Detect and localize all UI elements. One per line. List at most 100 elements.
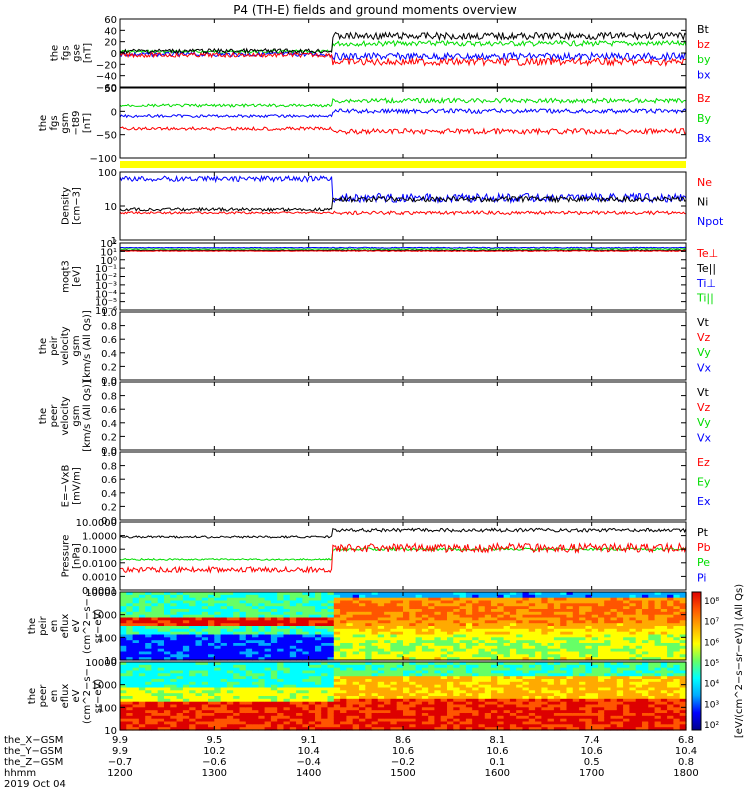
spectrogram-cell xyxy=(359,696,366,700)
spectrogram-cell xyxy=(245,606,253,610)
spectrogram-cell xyxy=(189,715,197,720)
spectrogram-cell xyxy=(440,617,448,621)
spectrogram-cell xyxy=(233,651,241,655)
spectrogram-cell xyxy=(579,614,586,619)
spectrogram-cell xyxy=(541,594,549,599)
spectrogram-cell xyxy=(145,594,153,599)
spectrogram-cell xyxy=(509,654,517,658)
spectrogram-cell xyxy=(459,645,467,650)
spectrogram-cell xyxy=(673,698,681,703)
spectrogram-cell xyxy=(509,670,517,674)
spectrogram-cell xyxy=(126,606,134,610)
spectrogram-cell xyxy=(516,657,524,661)
spectrogram-cell xyxy=(421,667,429,672)
spectrogram-cell xyxy=(283,707,291,711)
x-tick-label: 1500 xyxy=(390,768,415,779)
spectrogram-cell xyxy=(478,643,486,647)
spectrogram-cell xyxy=(220,673,228,677)
spectrogram-cell xyxy=(403,603,410,607)
spectrogram-cell xyxy=(340,724,347,728)
spectrogram-cell xyxy=(145,626,153,630)
spectrogram-cell xyxy=(642,634,649,638)
spectrogram-cell xyxy=(396,597,404,602)
spectrogram-cell xyxy=(591,643,599,647)
spectrogram-cell xyxy=(226,684,234,689)
spectrogram-cell xyxy=(453,727,461,731)
spectrogram-cell xyxy=(164,611,171,616)
spectrogram-cell xyxy=(535,681,542,686)
spectrogram-cell xyxy=(572,594,580,599)
spectrogram-cell xyxy=(528,701,536,706)
spectrogram-cell xyxy=(208,684,215,689)
spectrogram-cell xyxy=(195,704,203,708)
spectrogram-cell xyxy=(566,684,574,689)
spectrogram-cell xyxy=(252,676,259,680)
spectrogram-cell xyxy=(598,617,605,621)
spectrogram-cell xyxy=(396,637,404,641)
spectrogram-cell xyxy=(522,600,530,604)
spectrogram-cell xyxy=(321,667,329,672)
spectrogram-cell xyxy=(214,597,222,602)
spectrogram-cell xyxy=(390,597,398,602)
spectrogram-cell xyxy=(654,592,662,596)
spectrogram-cell xyxy=(289,617,297,621)
spectrogram-cell xyxy=(572,727,580,731)
spectrogram-cell xyxy=(409,609,417,613)
spectrogram-cell xyxy=(535,597,542,602)
spectrogram-cell xyxy=(679,623,687,627)
spectrogram-cell xyxy=(245,704,253,708)
spectrogram-cell xyxy=(434,614,442,619)
spectrogram-cell xyxy=(189,713,197,717)
spectrogram-cell xyxy=(585,657,593,661)
spectrogram-cell xyxy=(585,667,593,672)
spectrogram-cell xyxy=(667,617,674,621)
spectrogram-cell xyxy=(421,597,429,602)
spectrogram-cell xyxy=(660,592,668,596)
spectrogram-cell xyxy=(497,715,505,720)
spectrogram-cell xyxy=(396,696,404,700)
panel-frame-fgs_t89 xyxy=(119,87,687,159)
spectrogram-cell xyxy=(616,611,624,616)
spectrogram-cell xyxy=(245,597,253,602)
spectrogram-cell xyxy=(396,603,404,607)
legend-entry: Ey xyxy=(697,475,711,488)
spectrogram-cell xyxy=(459,696,467,700)
spectrogram-cell xyxy=(428,676,436,680)
spectrogram-cell xyxy=(390,662,398,666)
spectrogram-cell xyxy=(623,637,630,641)
spectrogram-cell xyxy=(497,673,505,677)
spectrogram-cell xyxy=(616,651,624,655)
spectrogram-cell xyxy=(182,592,190,596)
spectrogram-cell xyxy=(541,648,549,653)
spectrogram-cell xyxy=(434,676,442,680)
spectrogram-cell xyxy=(289,640,297,644)
spectrogram-cell xyxy=(629,662,637,666)
spectrogram-cell xyxy=(359,648,366,653)
spectrogram-cell xyxy=(547,710,555,714)
spectrogram-cell xyxy=(315,645,322,650)
spectrogram-cell xyxy=(327,718,335,723)
spectrogram-cell xyxy=(233,626,241,630)
spectrogram-cell xyxy=(384,603,391,607)
spectrogram-cell xyxy=(491,634,498,638)
spectrogram-cell xyxy=(182,643,190,647)
spectrogram-cell xyxy=(654,626,662,630)
spectrogram-cell xyxy=(403,667,410,672)
spectrogram-cell xyxy=(258,676,266,680)
spectrogram-cell xyxy=(598,631,605,636)
spectrogram-cell xyxy=(308,594,316,599)
spectrogram-cell xyxy=(459,634,467,638)
spectrogram-cell xyxy=(648,611,656,616)
spectrogram-cell xyxy=(598,611,605,616)
spectrogram-cell xyxy=(239,600,247,604)
spectrogram-cell xyxy=(365,640,373,644)
spectrogram-cell xyxy=(220,643,228,647)
spectrogram-cell xyxy=(252,724,259,728)
spectrogram-cell xyxy=(484,704,492,708)
spectrogram-cell xyxy=(189,664,197,669)
spectrogram-cell xyxy=(535,594,542,599)
spectrogram-cell xyxy=(591,676,599,680)
spectrogram-cell xyxy=(478,698,486,703)
spectrogram-cell xyxy=(377,594,385,599)
spectrogram-cell xyxy=(264,662,272,666)
